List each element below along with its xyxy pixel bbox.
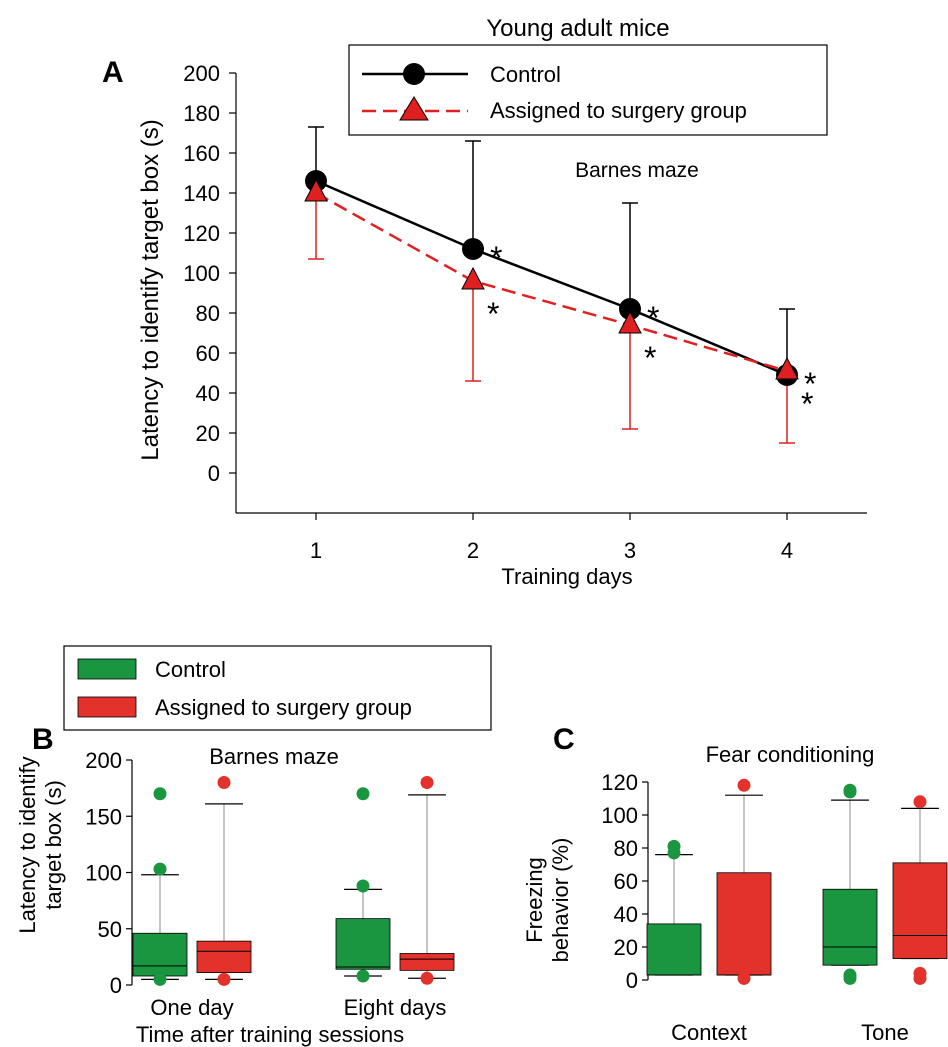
- panel-a-y-tick-label: 0: [208, 461, 220, 486]
- panel-b-ylabel-line2: target box (s): [41, 780, 66, 910]
- panel-c-plot: 0 20 40 60 80 100 120 Context Tone: [601, 770, 948, 1045]
- control-data-point: [462, 238, 484, 260]
- panel-c-category-label: Tone: [861, 1020, 909, 1045]
- control-significance-marker: *: [647, 300, 659, 336]
- legend-control-marker: [403, 63, 425, 85]
- panel-a-annotation: Barnes maze: [575, 159, 699, 182]
- surgery-series-line: [315, 191, 788, 373]
- panel-c-surgery-box: [892, 862, 948, 959]
- panel-c-y-tick-label: 80: [614, 836, 638, 861]
- panel-b-category-label: One day: [150, 995, 233, 1020]
- panel-c-control-box: [822, 888, 878, 966]
- panel-b-control-outlier: [153, 787, 167, 801]
- panel-b-control-outlier: [356, 879, 370, 893]
- panel-a-y-tick-label: 120: [183, 221, 220, 246]
- panel-c-control-outlier: [667, 839, 681, 853]
- control-data-point: [619, 298, 641, 320]
- panel-c-surgery-outlier: [913, 966, 927, 980]
- surgery-data-point: [304, 178, 328, 202]
- panel-b-surgery-outlier: [420, 776, 434, 789]
- panel-b-xlabel: Time after training sessions: [136, 1022, 404, 1047]
- panel-c-y-tick-label: 100: [601, 803, 638, 828]
- panel-b-surgery-outlier: [420, 971, 434, 985]
- panel-a-y-tick-label: 40: [196, 381, 220, 406]
- panel-letter-a: A: [102, 56, 124, 89]
- control-significance-marker: *: [804, 366, 816, 402]
- legend-surgery-label: Assigned to surgery group: [490, 98, 747, 123]
- panel-b-category-label: Eight days: [344, 995, 447, 1020]
- legend-b-control-label: Control: [155, 657, 226, 682]
- panel-c-surgery-outlier: [737, 971, 751, 985]
- surgery-data-point: [461, 266, 485, 290]
- panel-a-ylabel: Latency to identify target box (s): [137, 119, 164, 461]
- panel-c-title: Fear conditioning: [706, 742, 875, 767]
- panel-a-y-tick-label: 200: [183, 61, 220, 86]
- legend-b-control-swatch: [77, 658, 137, 680]
- surgery-data-point: [775, 356, 799, 380]
- panel-a-xlabel: Training days: [501, 564, 632, 589]
- panel-b-y-tick-label: 200: [85, 748, 122, 773]
- panel-b-legend: Control Assigned to surgery group: [63, 645, 492, 731]
- panel-b-control-outlier: [356, 969, 370, 983]
- panel-letter-b: B: [32, 723, 54, 756]
- panel-c-y-tick-label: 40: [614, 902, 638, 927]
- panel-a-x-tick-label: 2: [467, 538, 479, 563]
- panel-b-surgery-box: [196, 940, 252, 974]
- panel-c-surgery-box: [716, 872, 772, 976]
- panel-c-ylabel-line1: Freezing: [522, 857, 547, 943]
- panel-a-y-tick-label: 180: [183, 101, 220, 126]
- panel-c-control-outlier: [843, 783, 857, 797]
- panel-a-x-tick-label: 4: [781, 538, 793, 563]
- panel-a-y-tick-label: 100: [183, 261, 220, 286]
- panel-c-ylabel-line2: behavior (%): [548, 838, 573, 963]
- panel-b-plot: 0 50 100 150 200 One day Eight days: [85, 748, 455, 1020]
- panel-a-y-tick-label: 20: [196, 421, 220, 446]
- panel-a-y-tick-label: 60: [196, 341, 220, 366]
- panel-c-control-box: [646, 923, 702, 976]
- panel-c-surgery-outlier: [737, 778, 751, 792]
- legend-control-label: Control: [490, 62, 561, 87]
- panel-b-ylabel-line1: Latency to identify: [15, 756, 40, 933]
- panel-c-y-tick-label: 60: [614, 869, 638, 894]
- legend-surgery-marker: [399, 96, 429, 121]
- surgery-data-point: [618, 310, 642, 334]
- surgery-significance-marker: *: [487, 296, 499, 332]
- control-significance-marker: *: [490, 240, 502, 276]
- panel-a-x-tick-label: 3: [624, 538, 636, 563]
- panel-a-y-tick-label: 80: [196, 301, 220, 326]
- panel-c-y-tick-label: 0: [626, 968, 638, 993]
- panel-c-y-tick-label: 20: [614, 935, 638, 960]
- panel-a-title: Young adult mice: [486, 15, 669, 42]
- panel-c-surgery-outlier: [913, 795, 927, 809]
- panel-c-control-outlier: [843, 968, 857, 982]
- panel-b-control-box: [132, 932, 188, 977]
- panel-c-y-tick-label: 120: [601, 770, 638, 795]
- panel-letter-c: C: [553, 723, 575, 756]
- surgery-significance-marker: *: [801, 386, 813, 422]
- panel-b-surgery-box: [399, 953, 455, 971]
- panel-b-surgery-outlier: [217, 972, 231, 986]
- panel-b-surgery-outlier: [217, 776, 231, 789]
- panel-b-control-outlier: [356, 787, 370, 801]
- panel-c-category-label: Context: [671, 1020, 747, 1045]
- legend-b-surgery-label: Assigned to surgery group: [155, 695, 412, 720]
- panel-b-control-box: [335, 918, 391, 970]
- panel-a-legend-frame: [348, 44, 828, 136]
- panel-a-x-tick-label: 1: [310, 538, 322, 563]
- panel-b-control-outlier: [153, 862, 167, 876]
- panel-a-y-tick-label: 160: [183, 141, 220, 166]
- panel-b-control-outlier: [153, 972, 167, 986]
- panel-b-y-tick-label: 50: [98, 917, 122, 942]
- panel-b-title: Barnes maze: [209, 744, 339, 769]
- control-series-line: [315, 179, 788, 377]
- panel-a-y-tick-label: 140: [183, 181, 220, 206]
- panel-b-y-tick-label: 150: [85, 804, 122, 829]
- legend-b-surgery-swatch: [77, 696, 137, 718]
- panel-b-y-tick-label: 0: [110, 973, 122, 998]
- panel-a-legend: Control Assigned to surgery group: [348, 44, 828, 136]
- surgery-significance-marker: *: [644, 340, 656, 376]
- panel-b-y-tick-label: 100: [85, 861, 122, 886]
